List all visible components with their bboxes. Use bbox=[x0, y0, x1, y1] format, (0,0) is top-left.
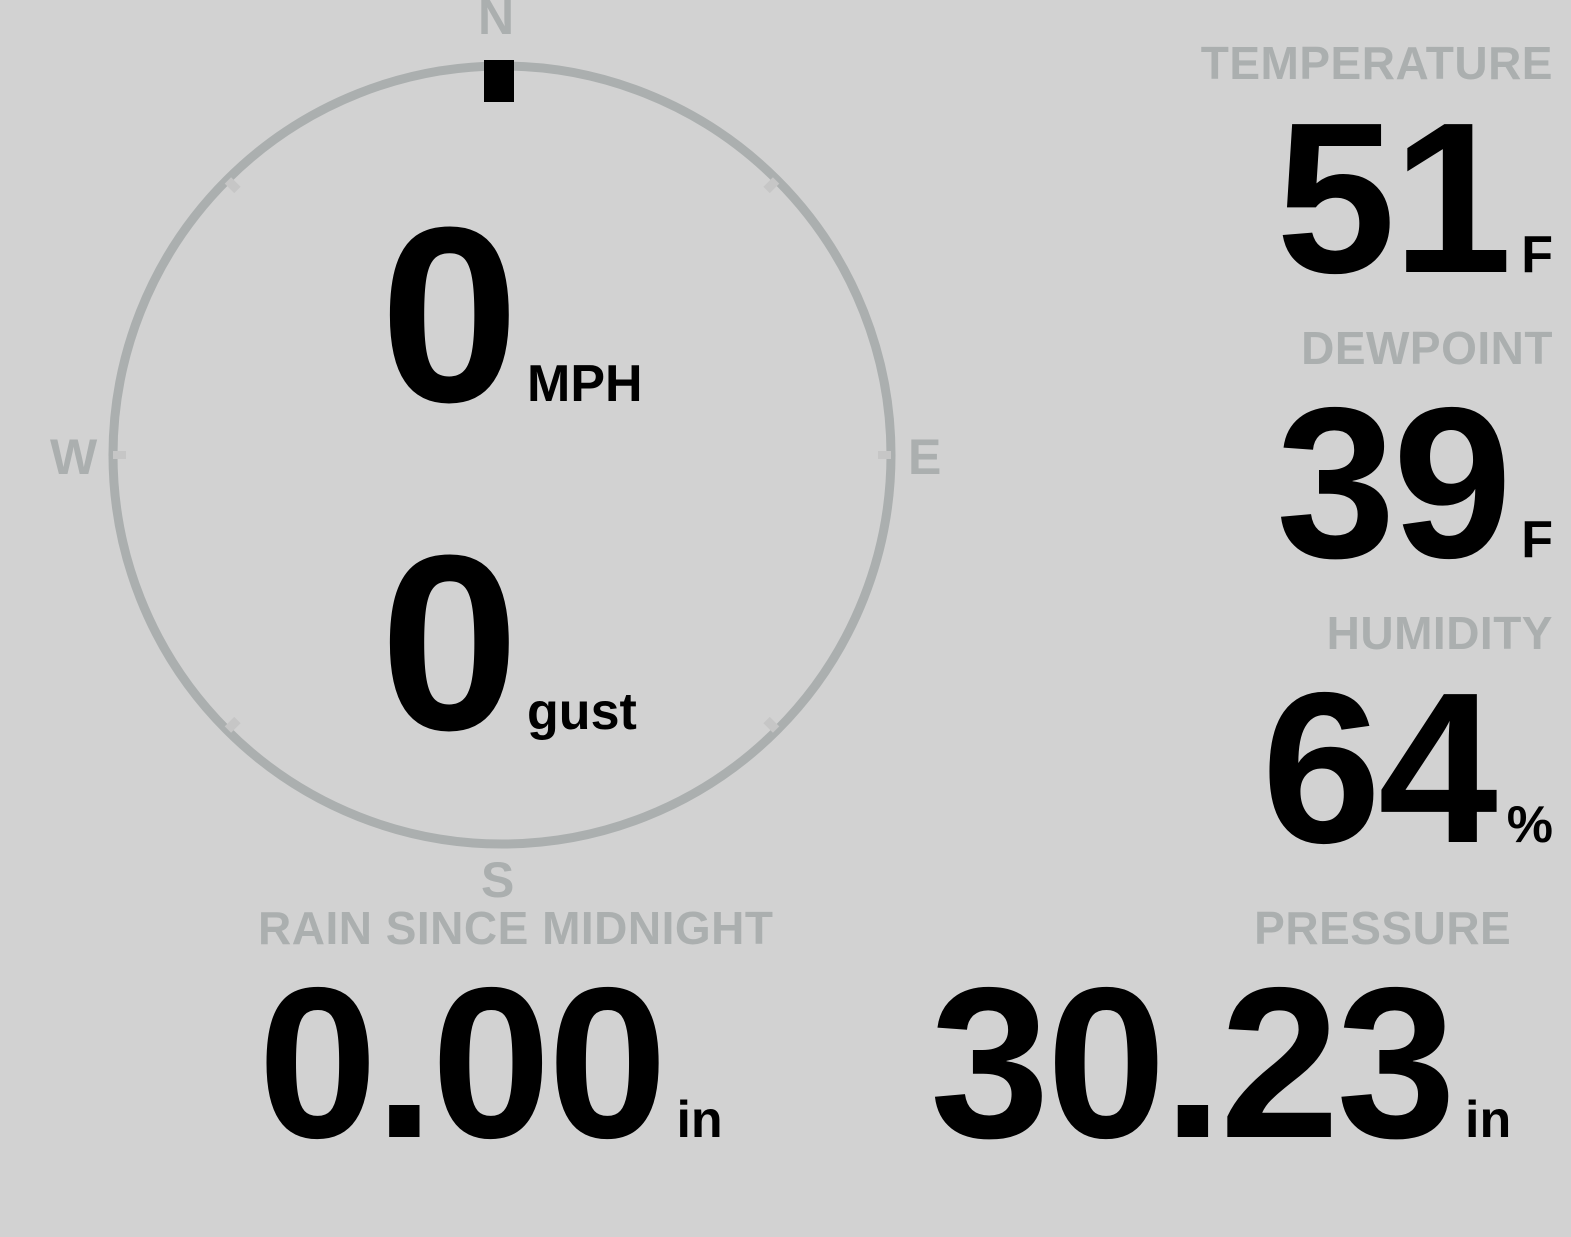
temperature-label: TEMPERATURE bbox=[1200, 37, 1553, 89]
wind-gust-unit: gust bbox=[527, 683, 637, 741]
wind-speed-unit: MPH bbox=[527, 355, 643, 413]
wind-direction-marker bbox=[484, 60, 514, 102]
humidity-row: 64 % bbox=[1261, 647, 1553, 888]
humidity-stat: HUMIDITY 64 % bbox=[1262, 610, 1553, 877]
rain-stat: RAIN SINCE MIDNIGHT 0.00 in bbox=[258, 905, 774, 1172]
compass-label-west: W bbox=[50, 429, 98, 485]
wind-speed-readout: 0 MPH bbox=[380, 190, 643, 440]
compass-dial bbox=[108, 61, 896, 849]
pressure-stat: PRESSURE 30.23 in bbox=[930, 905, 1511, 1172]
compass-ticks bbox=[224, 177, 780, 733]
temperature-unit: F bbox=[1521, 226, 1553, 284]
wind-compass-panel: N S W E 0 MPH 0 gust bbox=[0, 0, 1010, 920]
pressure-unit: in bbox=[1465, 1091, 1512, 1149]
wind-gust-readout: 0 gust bbox=[380, 518, 637, 768]
pressure-value: 30.23 bbox=[930, 942, 1456, 1183]
rain-row: 0.00 in bbox=[258, 942, 774, 1183]
wind-gust-value: 0 bbox=[380, 503, 519, 782]
temperature-value: 51 bbox=[1276, 77, 1512, 318]
dewpoint-label: DEWPOINT bbox=[1301, 322, 1553, 374]
humidity-label: HUMIDITY bbox=[1326, 607, 1553, 659]
compass-label-north: N bbox=[478, 0, 515, 45]
rain-label: RAIN SINCE MIDNIGHT bbox=[258, 902, 774, 954]
dewpoint-row: 39 F bbox=[1276, 362, 1553, 603]
wind-speed-value: 0 bbox=[380, 175, 519, 454]
temperature-row: 51 F bbox=[1201, 77, 1553, 318]
temperature-stat: TEMPERATURE 51 F bbox=[1201, 40, 1553, 307]
dewpoint-value: 39 bbox=[1276, 362, 1512, 603]
dewpoint-stat: DEWPOINT 39 F bbox=[1276, 325, 1553, 592]
dewpoint-unit: F bbox=[1521, 511, 1553, 569]
rain-unit: in bbox=[676, 1091, 723, 1149]
pressure-label: PRESSURE bbox=[1254, 902, 1512, 954]
pressure-row: 30.23 in bbox=[930, 942, 1512, 1183]
compass-label-south: S bbox=[481, 852, 515, 908]
humidity-value: 64 bbox=[1261, 647, 1498, 888]
humidity-unit: % bbox=[1506, 796, 1553, 854]
rain-value: 0.00 bbox=[258, 942, 667, 1183]
compass-label-east: E bbox=[908, 429, 942, 485]
